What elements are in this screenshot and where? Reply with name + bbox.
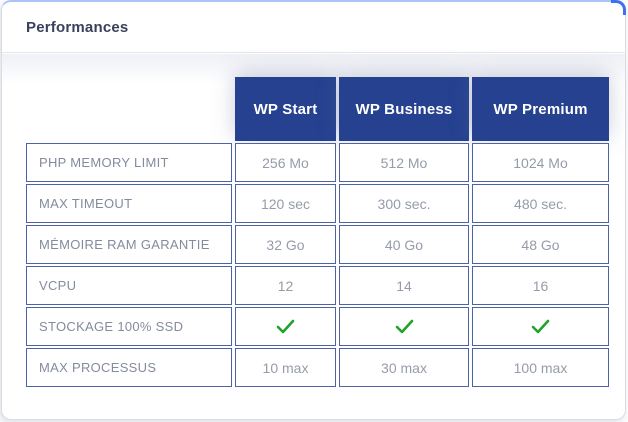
cell-value: 12 — [235, 266, 336, 305]
check-icon — [235, 307, 336, 346]
row-label-php-memory-limit: PHP MEMORY LIMIT — [26, 143, 232, 182]
plan-header-wp-premium: WP Premium — [472, 77, 609, 141]
cell-value: 100 max — [472, 348, 609, 387]
row-label-memoire-ram-garantie: MÉMOIRE RAM GARANTIE — [26, 225, 232, 264]
cell-value: 300 sec. — [339, 184, 469, 223]
check-icon — [339, 307, 469, 346]
row-label-max-processus: MAX PROCESSUS — [26, 348, 232, 387]
cell-value: 40 Go — [339, 225, 469, 264]
row-label-stockage-ssd: STOCKAGE 100% SSD — [26, 307, 232, 346]
cell-value: 120 sec — [235, 184, 336, 223]
cell-value: 1024 Mo — [472, 143, 609, 182]
cell-value: 256 Mo — [235, 143, 336, 182]
plan-header-wp-start: WP Start — [235, 77, 336, 141]
page-title: Performances — [26, 18, 129, 36]
cell-value: 30 max — [339, 348, 469, 387]
cell-value: 32 Go — [235, 225, 336, 264]
row-label-vcpu: VCPU — [26, 266, 232, 305]
plan-header-wp-business: WP Business — [339, 77, 469, 141]
table-corner-spacer — [26, 77, 232, 141]
performances-table: WP Start WP Business WP Premium PHP MEMO… — [26, 77, 609, 387]
card-header: Performances — [2, 2, 625, 53]
cell-value: 480 sec. — [472, 184, 609, 223]
check-icon — [472, 307, 609, 346]
cell-value: 14 — [339, 266, 469, 305]
cell-value: 48 Go — [472, 225, 609, 264]
row-label-max-timeout: MAX TIMEOUT — [26, 184, 232, 223]
cell-value: 512 Mo — [339, 143, 469, 182]
cell-value: 16 — [472, 266, 609, 305]
cell-value: 10 max — [235, 348, 336, 387]
